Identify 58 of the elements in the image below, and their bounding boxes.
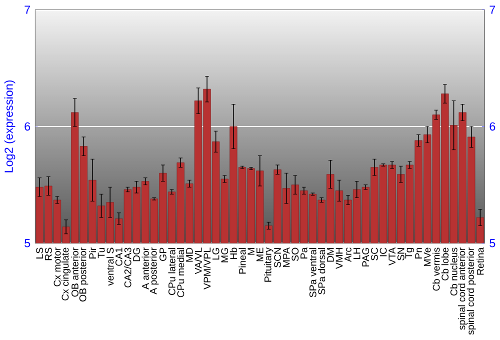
y2-tick-label: 7 — [490, 5, 496, 14]
x-tick-label: LG — [212, 248, 220, 260]
x-tick-label: Cb lobe — [441, 248, 449, 280]
x-tick-label: MVe — [424, 248, 431, 266]
x-tick-label: PAG — [362, 248, 370, 266]
x-tick-label: Pineal — [238, 248, 246, 274]
x-tick-label: M — [248, 248, 254, 254]
x-tick-label: VPM/VPL — [203, 247, 211, 290]
x-tick-label: ME — [256, 248, 264, 261]
x-tick-label: Arc — [344, 247, 352, 262]
x-tick-label: CPu medial — [177, 248, 184, 297]
x-tick-label: spinal cord posterior — [466, 247, 476, 334]
x-tick-label: MG — [221, 248, 228, 262]
x-tick-label: Pn — [415, 248, 422, 258]
x-tick-label: MPA — [282, 247, 290, 267]
x-tick-label: Cb nucleus — [450, 247, 458, 296]
x-tick-label: Cb vermis — [432, 247, 440, 290]
x-tick-label: LH — [353, 248, 360, 259]
x-tick-label: MD — [186, 248, 193, 262]
x-tick-label: DG — [133, 248, 140, 261]
x-tick-label: VMH — [336, 248, 343, 269]
x-tick-label: Tu — [98, 248, 105, 258]
x-tick-label: VA/VL — [194, 247, 202, 274]
x-tick-label: Tg — [405, 248, 414, 258]
x-tick-label: SO — [292, 248, 299, 261]
y2-tick-label: 6 — [490, 122, 496, 130]
x-tick-label: Pituitary — [264, 247, 274, 282]
y-tick-label: 6 — [24, 122, 30, 130]
y-tick-label: 7 — [24, 5, 30, 14]
x-tick-label: Hb — [230, 248, 238, 259]
x-tick-label: CA2/CA3 — [124, 248, 132, 288]
x-tick-label: SPa ventral — [309, 248, 316, 297]
x-tick-label: spinal cord anterior — [458, 247, 468, 330]
x-tick-label: GP — [160, 248, 166, 261]
x-tick-label: CA1 — [115, 248, 122, 266]
x-tick-label: LS — [36, 248, 44, 258]
x-tick-label: Retina — [476, 247, 484, 274]
x-tick-label: DM — [327, 248, 334, 262]
y-tick-label: 5 — [24, 238, 30, 248]
x-tick-label: RS — [44, 248, 52, 260]
x-tick-label: VTA — [388, 247, 396, 266]
x-tick-label: SN — [397, 248, 404, 260]
x-tick-label: A posterior — [150, 247, 159, 294]
x-tick-label: Pa — [300, 247, 308, 258]
x-tick-label: CPu lateral — [168, 248, 176, 295]
x-tick-label: OB posterior — [79, 247, 88, 302]
x-tick-label: Cx cingulate — [62, 248, 71, 300]
x-tick-label: SCN — [274, 248, 281, 268]
x-tick-label: A anterior — [142, 247, 149, 290]
y-axis-title: Log2 (expression) — [4, 80, 16, 172]
y2-tick-label: 5 — [490, 238, 496, 248]
x-tick-label: Cx motor — [54, 247, 61, 286]
x-tick-label: OB anterior — [71, 247, 78, 296]
x-tick-label: ventral S — [106, 248, 114, 286]
x-tick-label: IC — [380, 247, 387, 256]
x-tick-label: Pir — [88, 247, 96, 258]
x-tick-label: SPa dorsal — [318, 248, 326, 294]
x-tick-label: SC — [371, 247, 378, 260]
